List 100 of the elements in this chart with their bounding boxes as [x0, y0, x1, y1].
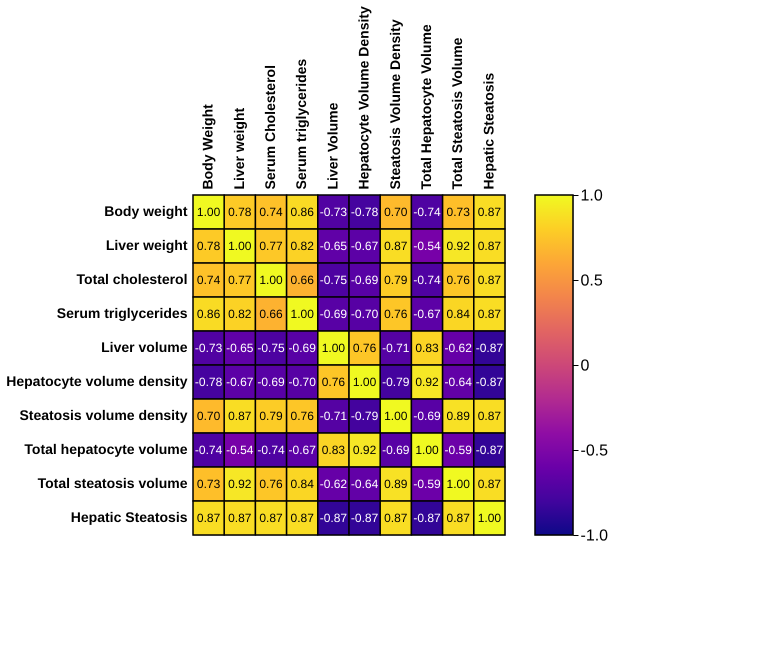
data-label: 0.87 [478, 477, 502, 491]
data-label: 0.76 [446, 273, 470, 287]
data-label: 0.86 [196, 307, 221, 321]
data-label: -0.79 [350, 409, 379, 423]
data-label: 0.82 [290, 239, 314, 253]
y-tick-label: Body weight [104, 203, 188, 219]
data-label: 0.87 [478, 239, 502, 253]
data-label: 0.76 [352, 341, 377, 355]
data-label: -0.70 [288, 375, 316, 389]
x-tick-label: Body Weight [200, 104, 216, 190]
x-tick-label: Serum triglycerides [293, 58, 310, 190]
data-label: -0.71 [382, 341, 410, 355]
data-label: 0.76 [259, 477, 283, 491]
data-label: 0.92 [415, 375, 439, 389]
data-label: -0.78 [350, 205, 379, 219]
data-label: 0.66 [259, 307, 283, 321]
data-label: 0.82 [228, 307, 252, 321]
color-bar-label: -0.5 [580, 442, 608, 460]
data-label: 0.84 [290, 477, 314, 491]
data-label: 1.00 [352, 375, 377, 389]
x-tick-label: Hepatic Steatosis [480, 72, 496, 190]
y-tick-label: Steatosis volume density [19, 407, 188, 423]
data-label: 1.00 [290, 307, 314, 321]
data-label: -0.54 [413, 239, 441, 253]
data-label: 0.89 [384, 477, 408, 491]
data-label: 0.87 [290, 511, 314, 525]
data-label: -0.87 [413, 511, 441, 525]
data-label: 1.00 [196, 205, 221, 219]
x-tick-label: Hepatocyte Volume Density [356, 6, 372, 190]
data-label: -0.59 [444, 443, 472, 457]
data-label: 0.87 [228, 511, 252, 525]
y-tick-label: Total cholesterol [76, 271, 188, 287]
data-label: -0.69 [350, 273, 379, 287]
data-label: -0.67 [350, 239, 379, 253]
data-label: 1.00 [384, 409, 408, 423]
data-label: -0.69 [413, 409, 441, 423]
data-label: 0.66 [290, 273, 314, 287]
x-tick-label: Liver weight [230, 107, 247, 190]
data-label: 1.00 [322, 341, 346, 355]
data-label: 0.86 [290, 205, 314, 219]
color-bar-label: 0 [580, 358, 590, 374]
data-label: -0.62 [320, 477, 348, 491]
data-label: 1.00 [446, 477, 470, 491]
data-label: -0.87 [476, 443, 504, 457]
data-label: 0.77 [259, 239, 283, 253]
data-label: 0.87 [446, 511, 470, 525]
data-label: 0.92 [352, 443, 377, 457]
data-label: 0.73 [446, 205, 470, 219]
data-label: -0.87 [320, 511, 348, 525]
y-tick-label: Hepatic Steatosis [70, 509, 188, 525]
data-label: 0.87 [384, 511, 408, 525]
data-label: -0.59 [413, 477, 441, 491]
data-label: 0.70 [196, 409, 221, 423]
data-label: -0.74 [413, 273, 441, 287]
data-label: -0.78 [194, 375, 223, 389]
data-label: -0.74 [413, 205, 441, 219]
data-label: -0.73 [320, 205, 348, 219]
data-label: 0.87 [478, 307, 502, 321]
data-label: -0.54 [226, 443, 254, 457]
color-bar-label: 0.5 [580, 272, 603, 290]
data-label: 0.73 [196, 477, 221, 491]
x-tick-label: Total Hepatocyte Volume [418, 24, 434, 190]
data-label: 1.00 [478, 511, 502, 525]
data-label: 0.87 [384, 239, 408, 253]
data-label: 0.79 [259, 409, 283, 423]
data-label: 0.87 [228, 409, 252, 423]
data-label: -0.62 [444, 341, 472, 355]
data-label: 0.70 [384, 205, 408, 219]
data-label: 0.78 [196, 239, 221, 253]
y-tick-label: Total steatosis volume [38, 475, 188, 491]
data-label: 0.92 [446, 239, 470, 253]
data-label: -0.69 [320, 307, 348, 321]
data-label: 1.00 [228, 239, 252, 253]
data-label: -0.87 [350, 511, 379, 525]
data-label: 0.87 [478, 409, 502, 423]
data-label: -0.69 [382, 443, 410, 457]
data-label: 0.87 [478, 273, 502, 287]
data-label: 0.76 [384, 307, 408, 321]
x-tick-label: Serum Cholesterol [262, 65, 278, 190]
data-label: 1.00 [259, 273, 283, 287]
data-label: 0.87 [478, 205, 502, 219]
data-label: -0.71 [320, 409, 348, 423]
data-label: -0.74 [194, 443, 223, 457]
data-label: 1.00 [415, 443, 439, 457]
data-label: -0.79 [382, 375, 410, 389]
data-label: -0.67 [226, 375, 254, 389]
data-label: -0.67 [413, 307, 441, 321]
data-label: -0.75 [320, 273, 348, 287]
data-label: 0.74 [259, 205, 283, 219]
y-tick-label: Total hepatocyte volume [24, 441, 188, 457]
data-label: 0.84 [446, 307, 470, 321]
data-label: -0.69 [257, 375, 285, 389]
y-tick-label: Liver weight [106, 237, 188, 253]
data-label: 0.83 [322, 443, 346, 457]
y-tick-label: Hepatocyte volume density [6, 373, 188, 389]
data-label: -0.74 [257, 443, 285, 457]
data-label: -0.64 [444, 375, 472, 389]
data-label: -0.69 [288, 341, 316, 355]
data-label: 0.76 [322, 375, 346, 389]
data-label: 0.89 [446, 409, 470, 423]
